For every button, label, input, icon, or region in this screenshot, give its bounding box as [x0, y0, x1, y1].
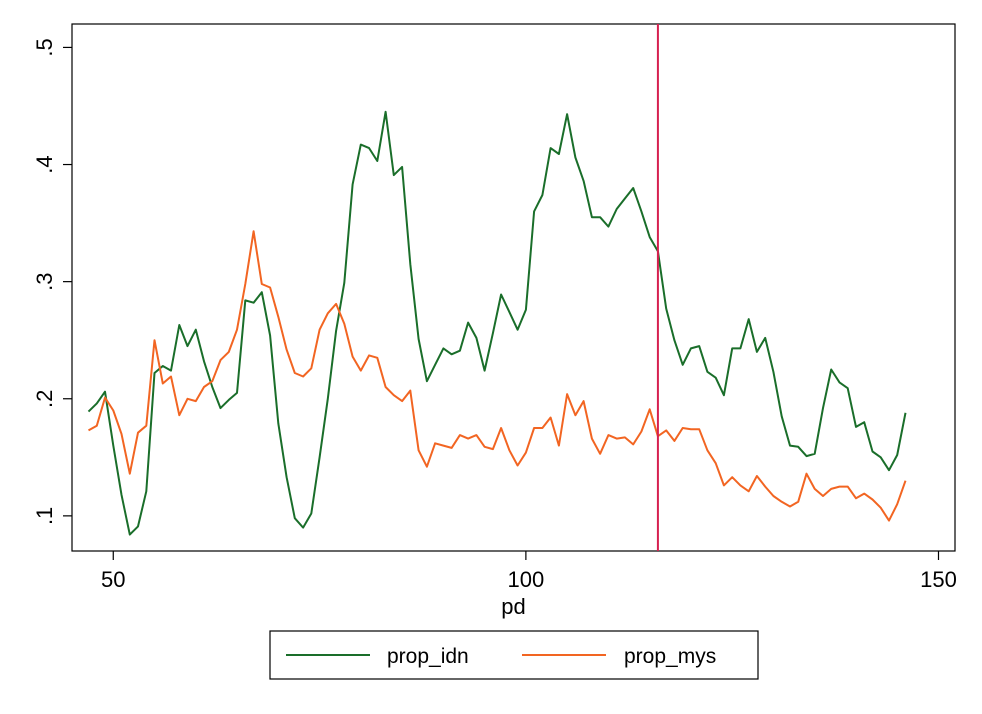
- y-tick-label: .1: [32, 507, 57, 525]
- plot-frame: [71, 23, 956, 552]
- y-tick-label: .3: [32, 272, 57, 290]
- legend: prop_idn prop_mys: [269, 630, 759, 680]
- y-tick-label: .2: [32, 390, 57, 408]
- y-tick-label: .4: [32, 155, 57, 173]
- series-layer: [87, 110, 907, 536]
- x-axis-title: pd: [501, 594, 525, 619]
- legend-label-prop-mys: prop_mys: [624, 645, 716, 668]
- legend-label-prop-idn: prop_idn: [387, 645, 469, 668]
- plot-area-border: [71, 23, 956, 552]
- y-axis: .1 .2 .3 .4 .5: [32, 38, 72, 525]
- x-tick-label: 150: [920, 567, 957, 592]
- series-line-prop-idn: [87, 110, 907, 536]
- x-tick-label: 100: [508, 567, 545, 592]
- y-tick-label: .5: [32, 38, 57, 56]
- x-tick-label: 50: [101, 567, 125, 592]
- series-line-prop-mys: [88, 230, 907, 522]
- x-axis: 50 100 150: [101, 551, 957, 592]
